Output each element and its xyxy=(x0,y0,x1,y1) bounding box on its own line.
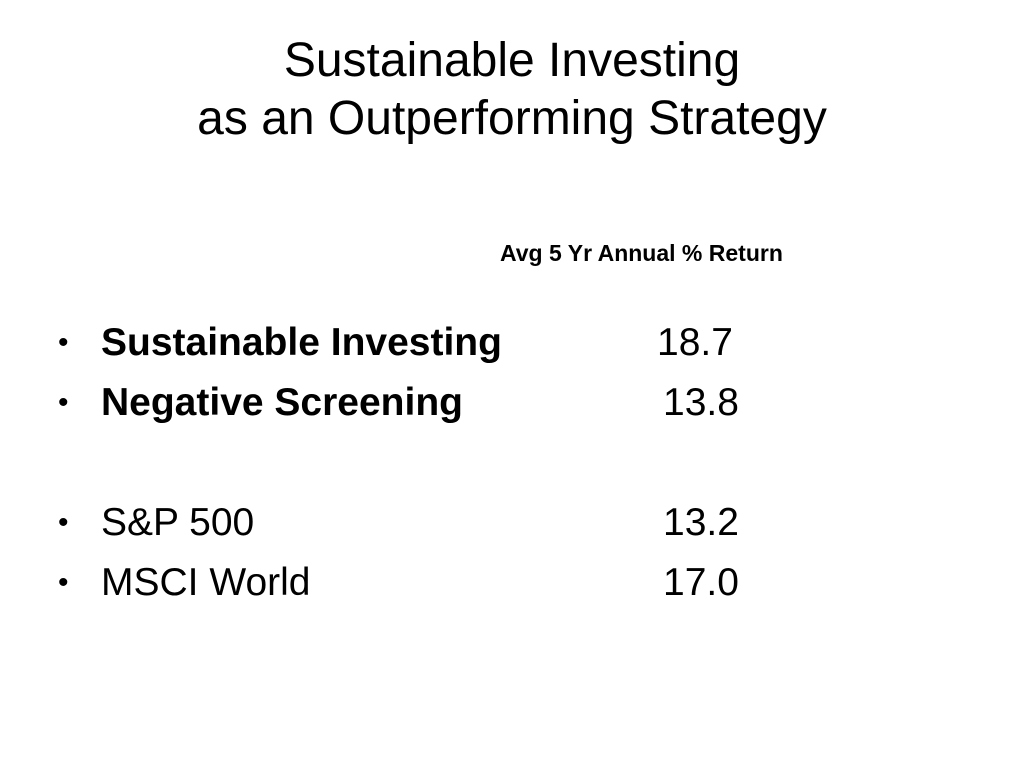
list-item-label: Sustainable Investing xyxy=(101,321,502,364)
list-item-label: MSCI World xyxy=(101,561,311,604)
slide-title: Sustainable Investing as an Outperformin… xyxy=(0,32,1024,148)
bullet-icon: • xyxy=(58,386,69,419)
slide-title-line-1: Sustainable Investing xyxy=(283,34,741,87)
list-item-sustainable-investing: • Sustainable Investing 18.7 xyxy=(0,318,1024,368)
slide-title-line-2: as an Outperforming Strategy xyxy=(197,92,827,145)
column-header: Avg 5 Yr Annual % Return xyxy=(500,240,783,266)
list-item-value: 18.7 xyxy=(657,321,733,364)
list-item-label: Negative Screening xyxy=(101,381,463,424)
list-item-value: 13.2 xyxy=(663,501,739,544)
bullet-icon: • xyxy=(58,506,69,539)
list-item-label: S&P 500 xyxy=(101,501,255,544)
list-item-value: 17.0 xyxy=(663,561,739,604)
bullet-icon: • xyxy=(58,566,69,599)
list-item-negative-screening: • Negative Screening 13.8 xyxy=(0,378,1024,428)
bullet-icon: • xyxy=(58,326,69,359)
list-item-value: 13.8 xyxy=(663,381,739,424)
list-item-msci-world: • MSCI World 17.0 xyxy=(0,558,1024,608)
list-item-sp-500: • S&P 500 13.2 xyxy=(0,498,1024,548)
